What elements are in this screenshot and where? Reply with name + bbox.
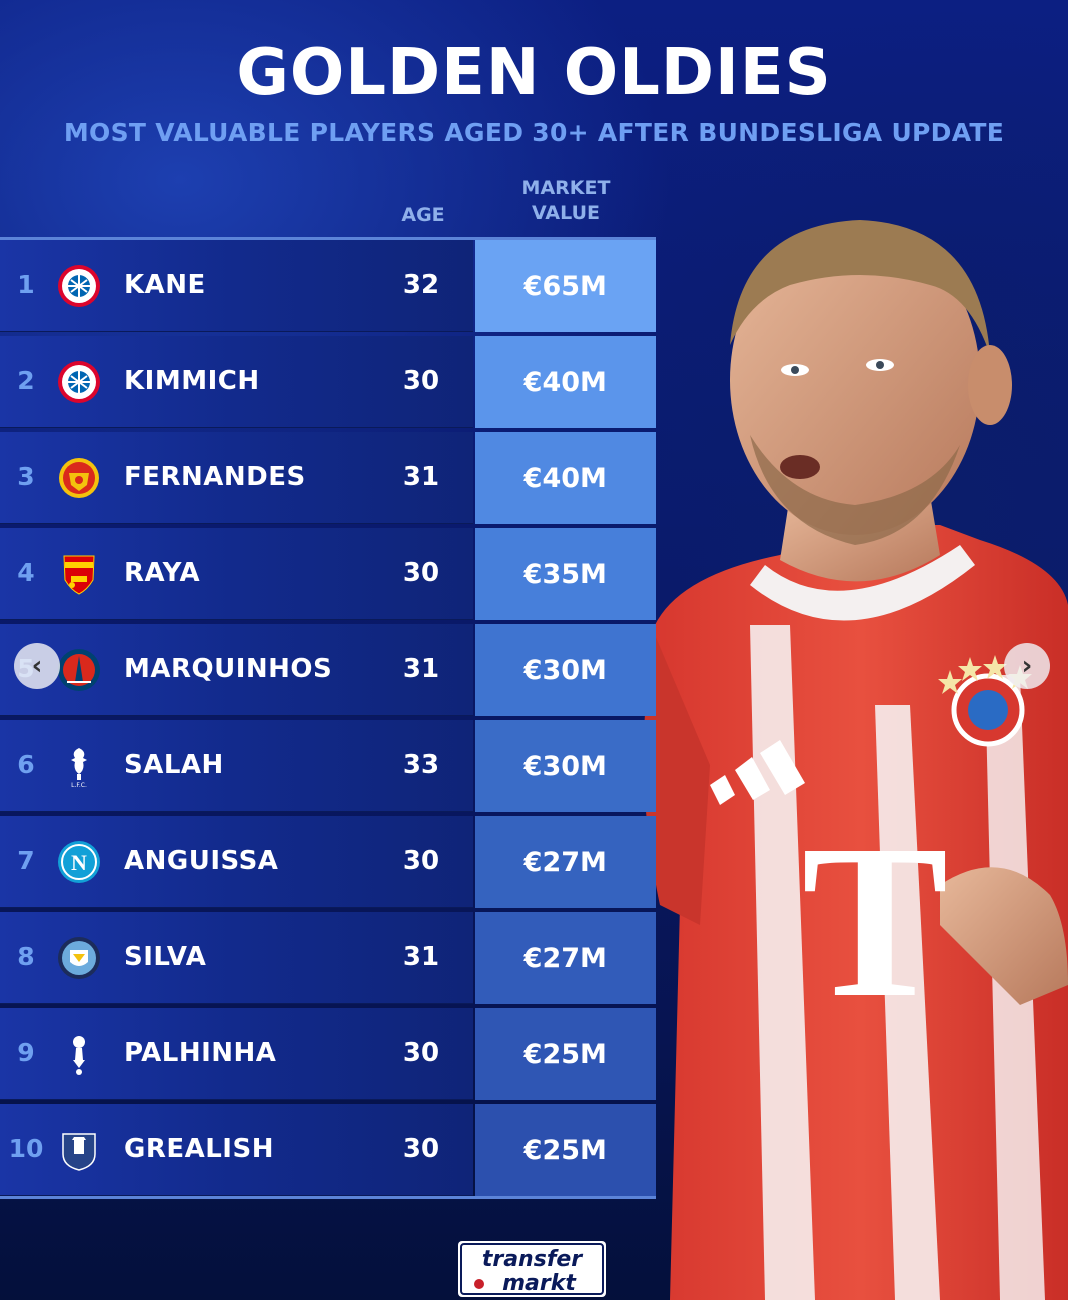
player-rank: 9 [17,1038,35,1067]
table-row: 7 N ANGUISSA 30 €27M [0,816,656,908]
player-rank: 1 [17,270,35,299]
player-rank: 3 [17,462,35,491]
chevron-left-icon: ‹ [31,651,43,681]
manchester-city-crest-icon [58,937,100,979]
player-market-value: €30M [474,624,656,716]
napoli-crest-icon: N [58,841,100,883]
table-row: 8 SILVA 31 €27M [0,912,656,1004]
age-column-header: AGE [401,204,445,226]
player-age: 30 [402,558,440,588]
player-photo: T [643,220,1068,1300]
player-info-cell: 10 GREALISH 30 [0,1104,473,1196]
brand-line2: markt [502,1271,577,1296]
player-info-cell: 4 RAYA 30 [0,528,473,620]
player-market-value: €65M [474,240,656,332]
table-row: 1 KANE 32 €65M [0,240,656,332]
transfermarkt-logo: transfer markt [458,1241,606,1297]
player-market-value: €25M [474,1008,656,1100]
svg-text:L.F.C.: L.F.C. [71,782,87,788]
player-info-cell: 9 PALHINHA 30 [0,1008,473,1100]
player-info-cell: 2 KIMMICH 30 [0,336,473,428]
table-row: 2 KIMMICH 30 €40M [0,336,656,428]
player-market-value: €27M [474,816,656,908]
chevron-right-icon: › [1021,651,1033,681]
table-row: 6 L.F.C. SALAH 33 €30M [0,720,656,812]
market-value-column-header: MARKET VALUE [476,176,656,226]
player-name: KIMMICH [124,366,260,396]
market-value-header-line1: MARKET [521,177,611,199]
market-value-header-line2: VALUE [532,202,600,224]
player-info-cell: 8 SILVA 31 [0,912,473,1004]
player-age: 30 [402,366,440,396]
page-title: GOLDEN OLDIES [236,36,832,110]
carousel-prev-button[interactable]: ‹ [14,643,60,689]
carousel-next-button[interactable]: › [1004,643,1050,689]
player-info-cell: 5MARQUINHOS31 [0,624,473,716]
player-name: KANE [124,270,206,300]
table-row: 10 GREALISH 30 €25M [0,1104,656,1196]
player-info-cell: 3 FERNANDES 31 [0,432,473,524]
player-market-value: €40M [474,432,656,524]
player-age: 33 [402,750,440,780]
bayern-munich-crest-icon [58,265,100,307]
player-market-value: €27M [474,912,656,1004]
player-name: FERNANDES [124,462,306,492]
player-rank: 8 [17,942,35,971]
player-age: 31 [402,462,440,492]
player-info-cell: 7 N ANGUISSA 30 [0,816,473,908]
table-row: 4 RAYA 30 €35M [0,528,656,620]
player-info-cell: 1 KANE 32 [0,240,473,332]
page-subtitle: MOST VALUABLE PLAYERS AGED 30+ AFTER BUN… [63,118,1005,147]
tottenham-crest-icon [73,1036,85,1075]
player-name: RAYA [124,558,201,588]
player-age: 30 [402,846,440,876]
player-rank: 7 [17,846,35,875]
player-rank: 2 [17,366,35,395]
manchester-united-crest-icon [59,458,99,498]
player-name: MARQUINHOS [124,654,333,684]
player-age: 30 [402,1134,440,1164]
table-top-border [0,237,656,240]
player-age: 32 [402,270,440,300]
table-row: 9 PALHINHA 30 €25M [0,1008,656,1100]
bayern-munich-crest-icon [58,361,100,403]
player-age: 31 [402,654,440,684]
player-rank: 10 [8,1134,44,1163]
psg-crest-icon [58,649,100,691]
table-row: 5MARQUINHOS31€30M [0,624,656,716]
player-name: SILVA [124,942,207,972]
player-market-value: €35M [474,528,656,620]
svg-text:N: N [71,850,87,875]
player-rank: 4 [17,558,35,587]
table-bottom-border [0,1196,656,1199]
player-market-value: €25M [474,1104,656,1196]
everton-crest-icon [62,1133,96,1171]
player-name: SALAH [124,750,224,780]
player-info-cell: 6 L.F.C. SALAH 33 [0,720,473,812]
player-rank: 6 [17,750,35,779]
brand-line1: transfer [482,1247,583,1272]
player-name: ANGUISSA [124,846,279,876]
player-age: 30 [402,1038,440,1068]
player-age: 31 [402,942,440,972]
liverpool-crest-icon: L.F.C. [71,748,87,788]
arsenal-crest-icon [63,555,95,595]
players-table: 1 KANE 32 €65M 2 KIMMICH 30 €40M 3 FERNANDES 31 €40… [0,240,656,1200]
player-market-value: €30M [474,720,656,812]
shirt-sponsor-logo: T [802,799,949,1043]
player-name: GREALISH [124,1134,274,1164]
table-row: 3 FERNANDES 31 €40M [0,432,656,524]
player-name: PALHINHA [124,1038,277,1068]
player-market-value: €40M [474,336,656,428]
